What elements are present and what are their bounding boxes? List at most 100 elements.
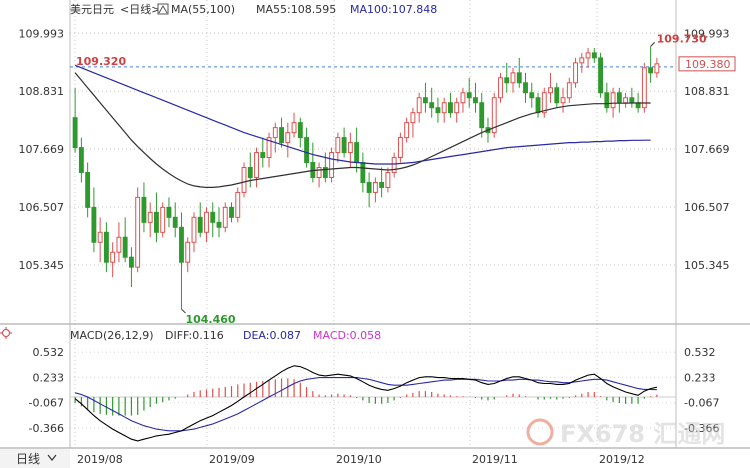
candle-body (616, 92, 622, 104)
watermark-logo-icon (526, 418, 554, 446)
macd-y-tick-label: -0.067 (29, 397, 64, 410)
low-marker (181, 308, 186, 314)
period-tab-bg[interactable] (0, 449, 70, 468)
candle-body (216, 221, 222, 228)
macd-y-tick-label: 0.532 (33, 346, 65, 359)
macd-y-tick-label: 0.532 (684, 346, 716, 359)
candle-body (154, 211, 159, 233)
candle-body (391, 157, 397, 173)
macd-histogram (74, 378, 658, 416)
y-axis-left: 109.993 108.831 107.669 106.507 105.345 (19, 27, 65, 272)
watermark-text: FX678 汇通网 (560, 420, 725, 448)
candle-body (579, 57, 585, 64)
reference-annotation: 109.320 (76, 55, 126, 68)
candle-body (360, 162, 366, 183)
candle-body (141, 196, 147, 223)
candle-body (604, 92, 610, 109)
candle-body (560, 97, 566, 104)
candle-body (191, 216, 197, 243)
diff-line (74, 365, 658, 442)
dea-line (74, 377, 657, 432)
candle-body (247, 167, 253, 178)
macd-y-tick-label: -0.067 (684, 397, 719, 410)
x-tick-label: 2019/09 (209, 453, 255, 466)
y-tick-label: 109.993 (19, 27, 65, 40)
ma-params-label: MA(55,100) (171, 3, 235, 16)
candle-body (585, 52, 591, 59)
candle-body (510, 72, 516, 84)
candle-body (285, 132, 291, 144)
candle-body (629, 97, 635, 104)
candle-body (185, 241, 191, 263)
candle-body (460, 92, 466, 104)
candle-body (110, 251, 116, 263)
x-tick-label: 2019/12 (599, 453, 645, 466)
ma100-value-label: MA100:107.848 (350, 3, 437, 16)
candle-body (385, 171, 391, 188)
candle-body (535, 97, 541, 114)
high-marker (650, 42, 655, 47)
candle-body (648, 67, 654, 74)
candle-body (479, 102, 485, 129)
y-tick-label: 105.345 (19, 259, 65, 272)
candle-body (554, 87, 560, 104)
candle-body (448, 102, 453, 114)
last-price-tag (678, 56, 736, 72)
candle-body (473, 97, 478, 104)
candle-body (498, 77, 503, 99)
candle-body (516, 72, 522, 84)
candle-body (160, 206, 166, 233)
candle-body (529, 92, 535, 99)
candle-body (316, 167, 322, 178)
candle-body (654, 63, 660, 74)
candle-body (204, 211, 209, 233)
candle-body (172, 216, 178, 228)
last-price-value: 109.380 (685, 58, 731, 71)
candle-body (566, 82, 572, 99)
x-tick-label: 2019/10 (336, 453, 382, 466)
ma100-line (74, 64, 651, 165)
candle-body (372, 181, 378, 193)
chevron-down-icon[interactable] (47, 454, 57, 461)
macd-settings-icon-spokes (0, 327, 12, 339)
candle-body (591, 52, 597, 59)
period-tab[interactable]: 日线 (16, 452, 40, 466)
candle-body (441, 102, 447, 114)
candle-body (272, 127, 278, 139)
candle-body (610, 92, 616, 109)
candle-body (548, 87, 553, 94)
y-axis-right: 109.993 108.831 107.669 106.507 105.345 (684, 27, 730, 272)
candle-body (416, 97, 422, 114)
candle-body (166, 206, 172, 218)
candle-body (341, 137, 347, 154)
y-tick-label: 106.507 (684, 201, 730, 214)
y-tick-label: 105.345 (684, 259, 730, 272)
candle-body (491, 97, 497, 134)
candle-body (210, 211, 216, 223)
candle-body (379, 181, 385, 188)
ma-toggle-icon[interactable] (157, 3, 169, 15)
macd-dea-label: DEA:0.087 (243, 329, 301, 342)
macd-y-axis-left: 0.532 0.233 -0.067 -0.366 (29, 346, 64, 435)
candle-body (260, 152, 266, 159)
candle-body (222, 206, 228, 228)
candle-body (266, 137, 272, 159)
candle-body (78, 147, 84, 173)
candle-body (366, 181, 372, 193)
high-annotation: 109.730 (657, 32, 707, 45)
candle-body (179, 226, 184, 263)
candle-body (397, 137, 403, 159)
candle-body (623, 97, 629, 104)
candle-body (122, 236, 128, 258)
candle-body (135, 196, 141, 268)
macd-params-label: MACD(26,12,9) (70, 329, 154, 342)
y-tick-label: 108.831 (684, 85, 730, 98)
period-label: <日线> (120, 2, 160, 16)
y-tick-label: 107.669 (684, 143, 730, 156)
macd-settings-icon[interactable] (2, 329, 10, 337)
candle-body (466, 92, 472, 99)
candle-body (598, 57, 604, 94)
candle-body (241, 167, 247, 193)
macd-y-tick-label: -0.366 (684, 422, 719, 435)
